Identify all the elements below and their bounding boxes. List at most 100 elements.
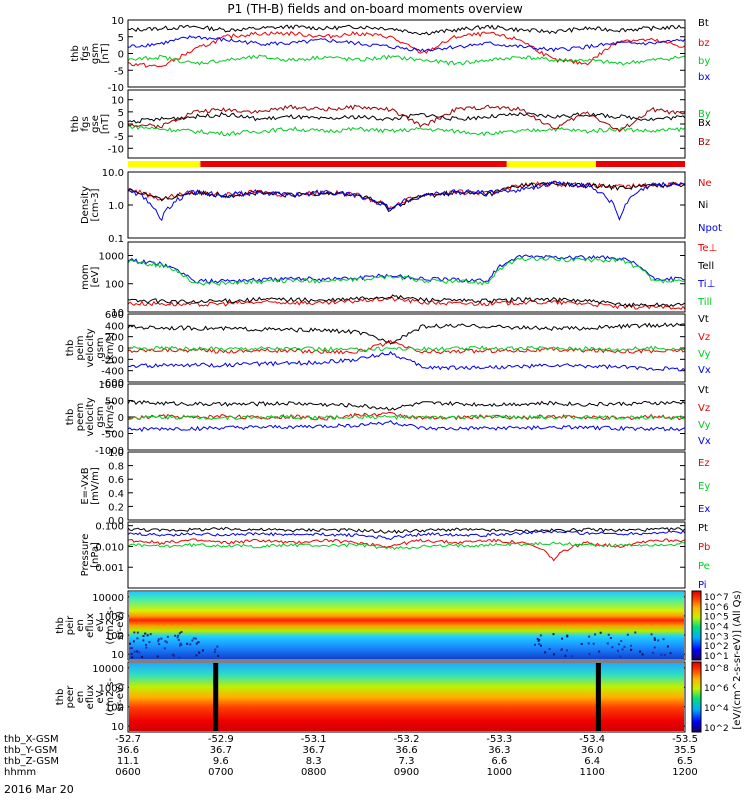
spectrogram-noise-cell: [201, 649, 204, 652]
spectrogram-noise-cell: [639, 650, 642, 653]
legend-label: Ni: [698, 200, 708, 211]
y-axis-label: thbpeirenefluxeV(cm2-s-sr-eV): [55, 606, 126, 644]
y-tick-label: 10: [111, 96, 124, 107]
y-tick-label: 1000: [99, 251, 124, 262]
y-tick-label: -400: [101, 367, 124, 378]
spectrogram-noise-cell: [594, 633, 597, 636]
spectrogram-noise-cell: [142, 635, 145, 638]
spectrogram-noise-cell: [561, 637, 564, 640]
mode-bar-segment: [506, 161, 596, 167]
spectrogram-noise-cell: [129, 642, 132, 645]
y-axis-label-line: eflux: [85, 613, 96, 638]
y-tick-label: 600: [105, 310, 124, 321]
y-axis-label: mom[eV]: [80, 264, 101, 290]
x-tick-value: -52.7: [115, 734, 141, 745]
series-line-Ne: [127, 180, 686, 211]
panel-temperature: mom[eV] 1000 100 10: [80, 241, 686, 319]
series-line-Pe: [127, 541, 685, 551]
spectrogram-noise-cell: [191, 639, 194, 642]
series-line-Tell: [127, 294, 686, 308]
spectrogram-noise-cell: [634, 631, 637, 634]
y-axis-label-line: (cm2-s-: [105, 678, 116, 716]
y-axis-label-line: velocity: [85, 328, 96, 367]
spectrogram-noise-cell: [149, 633, 152, 636]
spectrogram-noise-cell: [142, 639, 145, 642]
legend-label: Ey: [698, 481, 710, 492]
y-axis-label-line: [km/s]: [105, 401, 116, 433]
x-tick-value: 1000: [487, 767, 512, 778]
data-gap-stripe: [213, 663, 219, 731]
x-tick-value: -53.1: [301, 734, 327, 745]
y-tick-label: 10000: [92, 593, 124, 604]
y-tick-label: 200: [105, 333, 124, 344]
series-line-bz: [127, 31, 686, 68]
spectrogram-noise-cell: [217, 654, 220, 657]
legend-label: Vt: [698, 385, 709, 396]
colorbar-tick-label: 10^4: [704, 623, 729, 633]
y-axis-label-line: E=-VxB: [80, 467, 91, 504]
y-tick-label: 10: [111, 650, 124, 661]
y-tick-label: 100: [105, 703, 124, 714]
spectrogram-noise-cell: [216, 645, 219, 648]
spectrogram-noise-cell: [174, 634, 177, 637]
y-axis-label: thbpeemvelocitygsm[km/s]: [65, 397, 116, 436]
spectrogram-noise-cell: [616, 649, 619, 652]
legend-label: Bz: [698, 137, 710, 148]
spectrogram-noise-cell: [140, 655, 143, 658]
y-tick-label: 1000: [99, 612, 124, 623]
x-tick-value: 36.7: [303, 745, 325, 756]
spectrogram-noise-cell: [660, 653, 663, 656]
panel-frame: [127, 241, 686, 313]
y-axis-label-line: thb: [65, 409, 76, 426]
panel-frame: [127, 451, 686, 521]
y-tick-label: 0: [118, 120, 124, 131]
spectrogram-noise-cell: [144, 632, 147, 635]
y-axis-label-line: sr-eV): [115, 682, 126, 711]
x-tick-value: 0600: [115, 767, 140, 778]
spectrogram-noise-cell: [570, 655, 573, 658]
y-axis-label-line: [nPa]: [90, 542, 101, 568]
spectrogram-noise-cell: [179, 642, 182, 645]
spectrogram-noise-cell: [177, 634, 180, 637]
spectrogram-noise-cell: [136, 650, 139, 653]
y-tick-label: 100: [105, 280, 124, 291]
series-line-Bz: [127, 104, 686, 133]
y-axis-label-line: en: [75, 691, 86, 704]
spectrogram-noise-cell: [653, 638, 656, 641]
mode-bar-segment: [595, 161, 685, 167]
date-label: 2016 Mar 20: [4, 783, 74, 796]
x-tick-value: -53.4: [579, 734, 605, 745]
legend-label: Vx: [698, 436, 711, 447]
y-axis-label-line: Density: [80, 186, 91, 224]
y-tick-label: -200: [101, 355, 124, 366]
x-tick-value: 36.6: [395, 745, 417, 756]
colorbar-tick-label: 10^2: [704, 642, 729, 652]
x-tick-value: 0900: [394, 767, 419, 778]
x-tick-value: 6.5: [677, 756, 693, 767]
y-tick-label: 10: [111, 722, 124, 733]
spectrogram-noise-cell: [538, 638, 541, 641]
legend-label: Bx: [698, 118, 711, 129]
spectrogram-noise-cell: [178, 632, 181, 635]
spectrogram-noise-cell: [552, 633, 555, 636]
spectrogram-noise-cell: [156, 655, 159, 658]
spectrogram-noise-cell: [534, 643, 537, 646]
spectrogram-noise-cell: [565, 649, 568, 652]
series-line-Ti⊥: [127, 254, 686, 284]
series-line-Vz: [127, 339, 686, 355]
spectrogram-noise-cell: [173, 655, 176, 658]
x-tick-value: 36.3: [488, 745, 510, 756]
colorbar-tick-label: 10^6: [704, 603, 729, 613]
x-tick-value: -53.2: [394, 734, 420, 745]
legend-label: Ti⊥: [697, 279, 715, 290]
y-axis-label-line: fgs: [80, 116, 91, 131]
y-axis-label-line: [km/s]: [105, 332, 116, 364]
panel-frame: [127, 383, 686, 451]
legend-label: Vy: [698, 349, 711, 360]
panel-peim_velocity: thbpeimvelocitygsm[km/s] 6004002000-200-4…: [65, 310, 686, 389]
spectrogram-noise-cell: [133, 631, 136, 634]
spectrogram-noise-cell: [194, 637, 197, 640]
y-axis-label: thbfgsgse[nT]: [70, 114, 111, 134]
spectrogram-noise-cell: [146, 634, 149, 637]
